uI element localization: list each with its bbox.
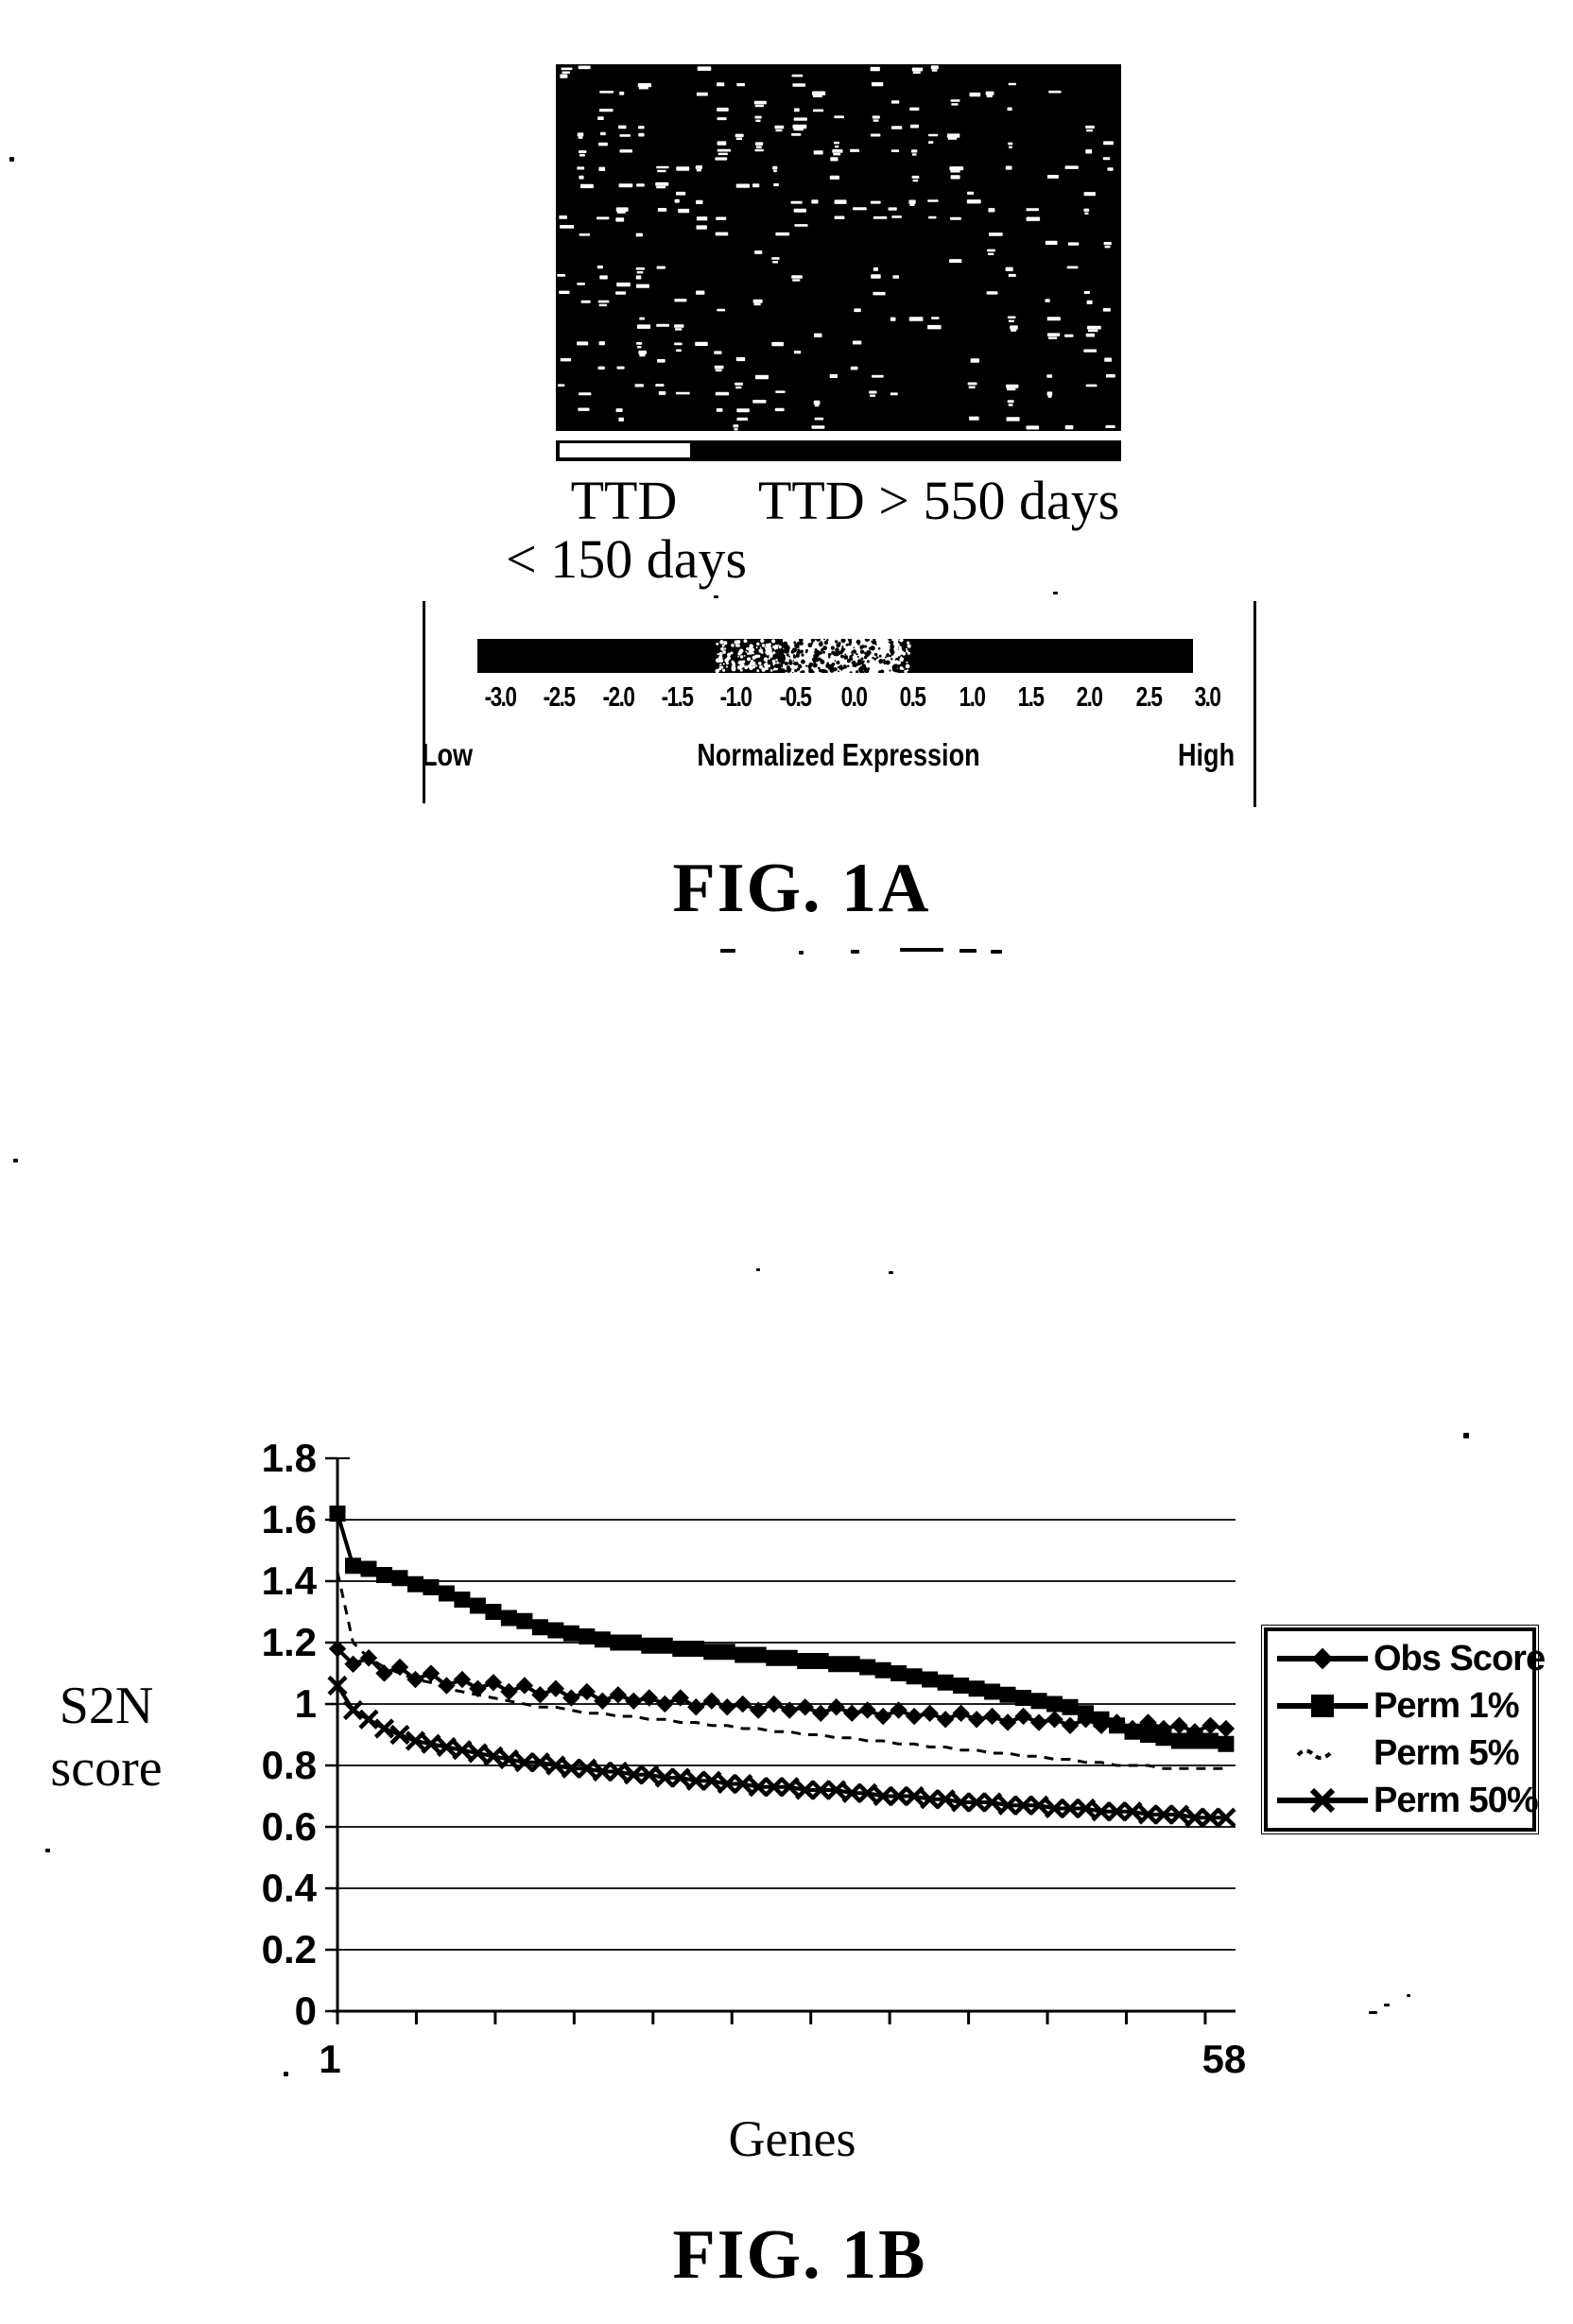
scan-noise-mark [889,1271,893,1274]
svg-text:0: 0 [295,1988,317,2033]
scan-noise-mark [13,1159,18,1162]
legend-marker-diamond-line-icon [1273,1640,1374,1678]
colorbar-tick: -3.0 [484,682,517,713]
expression-heatmap [556,64,1121,431]
scan-noise-mark [1463,1433,1469,1438]
group-label-ttd-long: TTD > 550 days [758,470,1120,531]
svg-text:1.6: 1.6 [262,1497,317,1541]
legend-item-obs-score: Obs Score [1273,1635,1546,1682]
colorbar-tick: -2.5 [543,682,576,713]
colorbar-tick: 0.0 [840,682,868,713]
legend-label-perm-5: Perm 5% [1374,1732,1520,1773]
colorbar-axis-label: Normalized Expression [697,737,980,772]
scan-noise-mark [900,948,943,952]
colorbar-frame-left [423,601,425,803]
scan-noise-mark [1407,1994,1410,1997]
svg-text:1.8: 1.8 [262,1441,317,1480]
svg-text:1: 1 [319,2037,340,2081]
colorbar-tick: 3.0 [1194,682,1221,713]
svg-text:1.2: 1.2 [262,1620,317,1664]
legend-marker-x-line-icon [1273,1782,1374,1819]
svg-text:58: 58 [1202,2037,1247,2081]
scan-noise-mark [45,1849,50,1852]
scan-noise-mark [1384,2004,1390,2006]
colorbar-tick: 1.5 [1017,682,1045,713]
figure-1b-caption: FIG. 1B [672,2216,927,2294]
chart-legend: Obs Score Perm 1% Perm 5% Perm 50% [1261,1625,1546,1834]
legend-label-obs-score: Obs Score [1374,1638,1546,1678]
group-label-ttd-short-line1: TTD [570,470,678,531]
colorbar-tick: -1.5 [661,682,694,713]
svg-text:1: 1 [295,1681,317,1726]
scan-noise-mark [714,595,718,598]
colorbar-frame-right [1253,601,1256,807]
heatmap-speckle-image [556,64,1121,431]
colorbar-tick: 2.5 [1135,682,1162,713]
legend-item-perm-5: Perm 5% [1273,1730,1532,1777]
scan-noise-mark [284,2072,288,2076]
svg-text:1.4: 1.4 [262,1558,318,1603]
colorbar-low-label: Low [422,737,474,772]
y-axis-title-line1: S2N [59,1677,154,1735]
colorbar-tick: -2.0 [602,682,634,713]
colorbar-tick: -1.0 [719,682,752,713]
colorbar-high-label: High [1178,737,1236,772]
colorbar-tick: 2.0 [1076,682,1103,713]
scan-noise-mark [1369,2011,1377,2014]
colorbar-gradient-image [477,636,1193,675]
sample-group-bar [556,440,1121,461]
legend-item-perm-1: Perm 1% [1273,1682,1532,1730]
svg-text:0.4: 0.4 [262,1866,318,1910]
scan-noise-mark [720,949,735,953]
colorbar-tick: -0.5 [779,682,811,713]
group-label-ttd-short-line2: < 150 days [506,528,748,590]
y-axis-title-line2: score [50,1739,163,1799]
legend-label-perm-50: Perm 50% [1374,1780,1539,1820]
colorbar [477,636,1193,675]
x-axis-title: Genes [728,2110,856,2167]
scan-noise-mark [851,950,859,954]
colorbar-tick: 0.5 [899,682,926,713]
y-axis-title: S2N score [24,1675,189,1799]
legend-label-perm-1: Perm 1% [1374,1685,1520,1726]
figure-1a-caption: FIG. 1A [672,850,931,927]
s2n-line-chart: 1.81.61.41.210.80.60.40.201 58 [262,1441,1247,2081]
scan-noise-mark [799,951,804,955]
svg-text:0.8: 0.8 [262,1743,317,1787]
scan-noise-mark [9,157,14,162]
colorbar-tick-labels: -3.0 -2.5 -2.0 -1.5 -1.0 -0.5 0.0 0.5 1.… [480,682,1227,714]
scan-noise-mark [991,950,1002,954]
legend-marker-square-line-icon [1273,1687,1374,1725]
group-segment-ttd-short [560,443,690,457]
legend-marker-dashed-line-icon [1273,1734,1374,1772]
colorbar-tick: 1.0 [959,682,985,713]
scan-noise-mark [756,1268,760,1271]
legend-item-perm-50: Perm 50% [1273,1777,1539,1824]
svg-text:0.2: 0.2 [262,1927,317,1971]
scan-noise-mark [1053,592,1058,594]
scan-noise-mark [959,949,977,953]
svg-text:0.6: 0.6 [262,1804,317,1849]
